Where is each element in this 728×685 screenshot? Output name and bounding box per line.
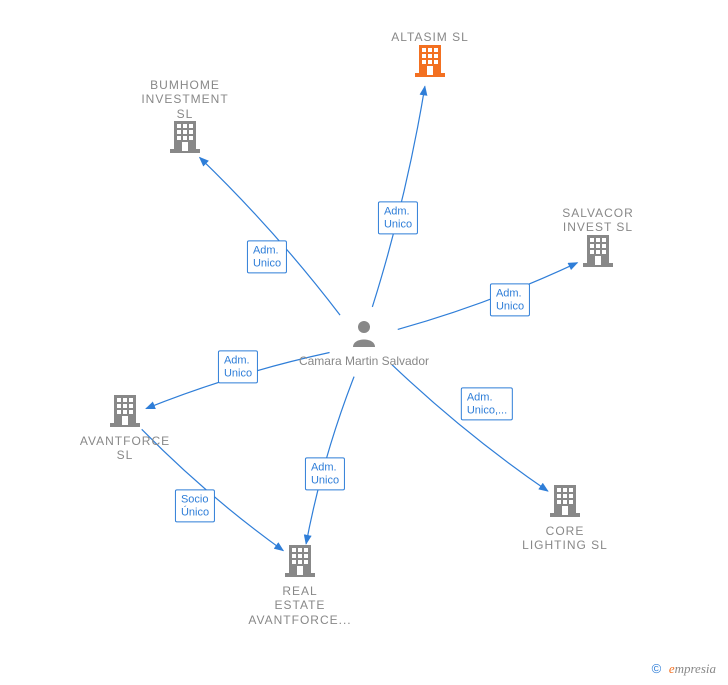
copyright-symbol: © <box>652 661 662 676</box>
edge-label-avant_real: Socio Único <box>175 489 215 522</box>
edge-center-core <box>392 365 548 491</box>
building-icon-core <box>550 483 580 522</box>
building-icon-avantforce <box>110 393 140 432</box>
building-icon-salvacor <box>583 233 613 272</box>
edge-label-to_salvacor: Adm. Unico <box>490 283 530 316</box>
brand-rest: mpresia <box>675 661 716 676</box>
edge-label-to_real: Adm. Unico <box>305 457 345 490</box>
edge-label-to_altasim: Adm. Unico <box>378 201 418 234</box>
person-icon <box>351 319 377 352</box>
building-icon-bumhome <box>170 119 200 158</box>
edge-label-to_avantforce: Adm. Unico <box>218 350 258 383</box>
node-label-salvacor: SALVACOR INVEST SL <box>562 206 634 235</box>
node-label-bumhome: BUMHOME INVESTMENT SL <box>141 78 228 121</box>
watermark: © empresia <box>652 661 716 677</box>
edge-center-altasim <box>372 86 425 307</box>
edge-center-salvacor <box>398 263 578 330</box>
edge-center-bumhome <box>200 157 340 315</box>
node-label-real: REAL ESTATE AVANTFORCE... <box>248 584 351 627</box>
node-label-avantforce: AVANTFORCE SL <box>80 434 170 463</box>
edge-label-to_core: Adm. Unico,... <box>461 387 513 420</box>
building-icon-real <box>285 543 315 582</box>
edge-label-to_bumhome: Adm. Unico <box>247 240 287 273</box>
center-person-label: Camara Martin Salvador <box>299 354 429 368</box>
node-label-core: CORE LIGHTING SL <box>522 524 608 553</box>
building-icon-altasim <box>415 43 445 82</box>
node-label-altasim: ALTASIM SL <box>391 30 469 44</box>
